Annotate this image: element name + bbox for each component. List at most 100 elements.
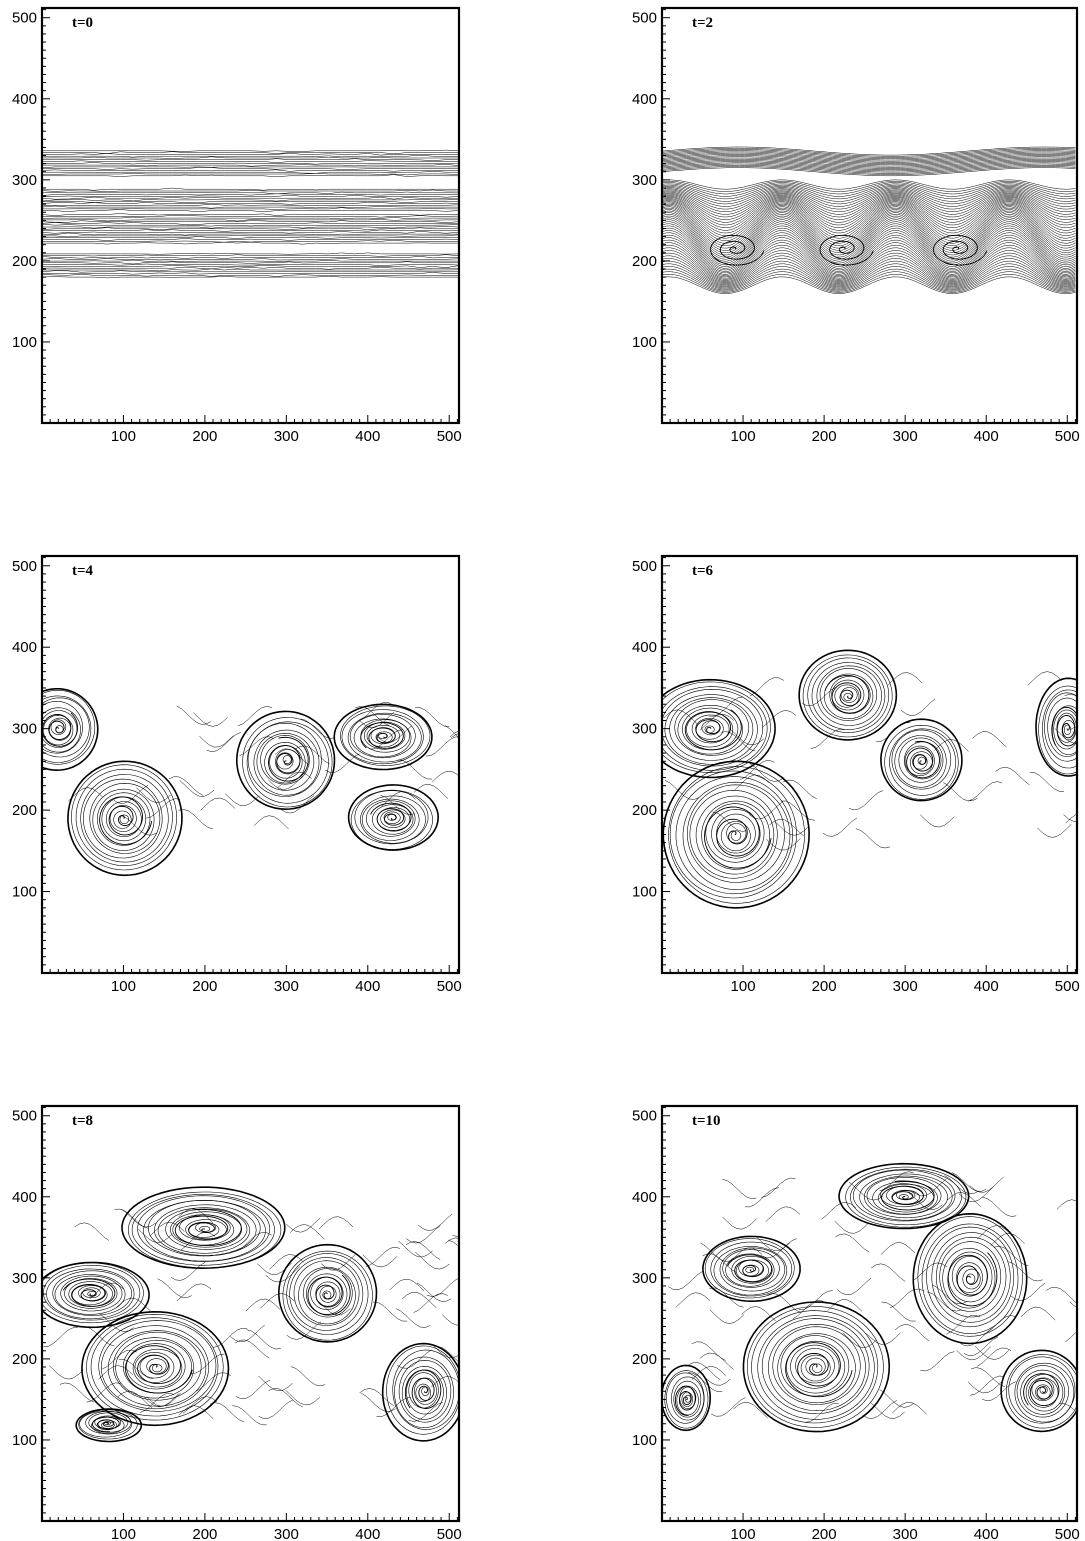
contour-line	[662, 164, 1076, 174]
filament	[235, 1379, 271, 1399]
vortex-contour	[79, 1410, 132, 1438]
axes-frame	[40, 6, 461, 425]
contour-line	[662, 200, 1076, 236]
contour-line	[42, 205, 459, 209]
contour-line	[42, 216, 459, 220]
filament	[359, 1388, 395, 1407]
vortex-contour	[415, 1383, 431, 1403]
y-tick-label: 500	[632, 558, 657, 575]
filament	[1064, 693, 1077, 698]
vortex-contour	[896, 1190, 916, 1201]
filament	[879, 1171, 914, 1192]
vortex-contour	[942, 1248, 996, 1309]
vortex-contour	[921, 1223, 1019, 1334]
filament	[320, 1254, 356, 1271]
filament	[258, 1399, 294, 1419]
vortex-contour	[845, 1166, 967, 1228]
filament	[452, 1235, 459, 1237]
contour-line	[42, 270, 459, 273]
filament	[1065, 1331, 1077, 1342]
contour-line	[42, 220, 459, 223]
filament	[721, 731, 756, 752]
contour-line	[662, 230, 1076, 274]
vortex-core	[307, 1274, 351, 1316]
filament	[209, 1402, 245, 1423]
vortex-contour	[46, 1268, 135, 1320]
filament	[458, 794, 459, 796]
contour-line	[42, 152, 459, 156]
filament	[862, 1400, 897, 1419]
filament	[325, 753, 360, 773]
panel-label: t=2	[692, 15, 713, 31]
vortex-contour	[816, 665, 882, 726]
contour-line	[42, 202, 459, 205]
contour-line	[42, 174, 459, 178]
filament	[967, 781, 1003, 802]
vortex-contour	[286, 1253, 369, 1335]
vortex-core	[62, 1278, 116, 1307]
x-tick-label: 100	[731, 428, 756, 445]
x-tick-label: 400	[974, 978, 999, 995]
y-tick-label: 400	[12, 639, 37, 656]
vortex-contour	[341, 709, 424, 765]
filament	[711, 1397, 746, 1417]
filament	[445, 1237, 459, 1244]
filament	[237, 706, 273, 727]
vortex-contour	[165, 1208, 248, 1250]
vortex-contour	[711, 808, 761, 859]
contour-line	[42, 259, 459, 262]
filament	[894, 1324, 930, 1342]
vortex-core	[933, 234, 988, 266]
vortex-contour	[912, 1212, 1028, 1345]
vortex-contour	[42, 707, 81, 753]
filament	[146, 1392, 181, 1407]
vortex-contour	[675, 776, 793, 895]
contour-line	[662, 151, 1076, 161]
filament	[881, 1301, 916, 1322]
vortex-contour	[956, 1262, 983, 1293]
vortex-contour	[866, 1177, 942, 1215]
vortex-contour	[115, 1337, 195, 1399]
filament	[855, 828, 891, 849]
vortex-contour	[253, 729, 320, 796]
contour-line	[662, 225, 1076, 271]
filament	[1054, 728, 1077, 744]
vortex-contour	[695, 795, 775, 875]
axes-frame	[660, 554, 1079, 975]
vortex-core	[674, 1385, 696, 1416]
filament	[176, 1283, 212, 1301]
vortex-contour	[333, 703, 433, 771]
filament	[315, 1299, 351, 1316]
contour-line	[662, 244, 1076, 281]
filament	[761, 1177, 796, 1198]
vortex-contour	[154, 1204, 257, 1256]
vortex-core	[824, 674, 870, 714]
vortex-contour	[71, 764, 177, 871]
filament	[932, 1284, 967, 1305]
filament	[232, 1405, 267, 1426]
vortex-contour	[75, 1408, 143, 1443]
vortex-contour	[889, 728, 957, 796]
filament	[206, 732, 241, 752]
vortex-contour	[361, 798, 420, 841]
vortex-contour	[282, 755, 292, 764]
contour-line	[662, 187, 1076, 205]
filament	[425, 736, 459, 757]
filament	[212, 1327, 248, 1348]
x-tick-label: 500	[437, 428, 462, 445]
contour-line	[42, 238, 459, 241]
filament	[257, 1262, 292, 1275]
filament	[239, 736, 274, 757]
filament	[782, 779, 817, 800]
vortex-contour	[347, 784, 439, 851]
vortex-contour	[91, 1416, 125, 1434]
x-tick-label: 200	[192, 428, 217, 445]
contour-field	[662, 146, 1076, 294]
contour-line	[42, 160, 459, 163]
filament	[417, 1213, 453, 1231]
contour-line	[42, 154, 459, 158]
y-tick-label: 500	[632, 10, 657, 27]
filament	[178, 1208, 214, 1224]
vortex-contour	[75, 768, 173, 867]
filament	[269, 1254, 304, 1270]
